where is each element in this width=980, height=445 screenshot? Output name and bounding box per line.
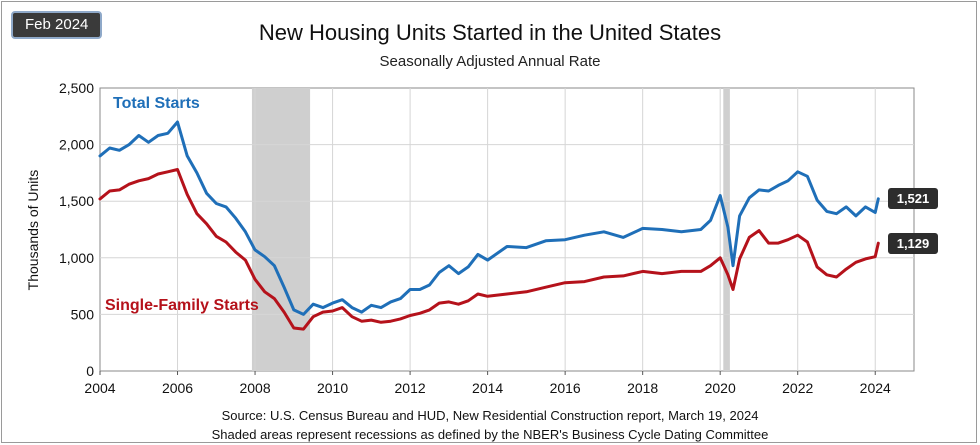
single-family-end-callout-box bbox=[888, 233, 938, 254]
x-tick-label-2018: 2018 bbox=[627, 380, 658, 396]
x-tick-label-2004: 2004 bbox=[84, 380, 115, 396]
date-badge: Feb 2024 bbox=[11, 11, 103, 39]
chart-subtitle: Seasonally Adjusted Annual Rate bbox=[380, 53, 601, 70]
recession-band-1 bbox=[723, 88, 730, 371]
y-tick-label-2000: 2,000 bbox=[59, 137, 94, 153]
y-tick-label-0: 0 bbox=[86, 363, 94, 379]
y-axis-label: Thousands of Units bbox=[25, 170, 41, 291]
x-tick-label-2024: 2024 bbox=[860, 380, 891, 396]
x-tick-label-2020: 2020 bbox=[705, 380, 736, 396]
total-end-callout: 1,521 bbox=[888, 188, 938, 209]
x-tick-label-2008: 2008 bbox=[239, 380, 270, 396]
x-axis-ticks: 2004 2006 2008 2010 2012 2014 2016 2018 2020 2022… bbox=[84, 371, 891, 396]
total-end-value: 1,521 bbox=[897, 191, 930, 206]
y-axis-ticks: 0 500 1,000 1,500 2,000 2,500 bbox=[59, 80, 94, 379]
single-family-end-value: 1,129 bbox=[897, 236, 930, 251]
x-tick-label-2016: 2016 bbox=[550, 380, 581, 396]
recession-note: Shaded areas represent recessions as def… bbox=[212, 427, 769, 442]
x-tick-label-2014: 2014 bbox=[472, 380, 503, 396]
chart-title: New Housing Units Started in the United … bbox=[259, 20, 721, 45]
x-tick-label-2010: 2010 bbox=[317, 380, 348, 396]
single-family-starts-label: Single-Family Starts bbox=[105, 297, 259, 314]
x-tick-label-2006: 2006 bbox=[162, 380, 193, 396]
x-tick-label-2022: 2022 bbox=[782, 380, 813, 396]
y-tick-label-1000: 1,000 bbox=[59, 250, 94, 266]
series-line-single-family-starts bbox=[98, 168, 880, 331]
source-note: Source: U.S. Census Bureau and HUD, New … bbox=[222, 408, 759, 423]
y-tick-label-500: 500 bbox=[71, 306, 95, 322]
series-line-total-starts bbox=[98, 120, 880, 316]
y-tick-label-1500: 1,500 bbox=[59, 193, 94, 209]
gridlines bbox=[100, 88, 914, 371]
total-end-callout-box bbox=[888, 188, 938, 209]
series-lines bbox=[98, 120, 880, 331]
y-tick-label-2500: 2,500 bbox=[59, 80, 94, 96]
x-tick-label-2012: 2012 bbox=[395, 380, 426, 396]
recession-band-0 bbox=[251, 88, 311, 371]
plot-area bbox=[99, 87, 915, 372]
total-starts-label: Total Starts bbox=[113, 95, 200, 112]
recession-bands bbox=[251, 88, 730, 371]
single-family-end-callout: 1,129 bbox=[888, 233, 938, 254]
